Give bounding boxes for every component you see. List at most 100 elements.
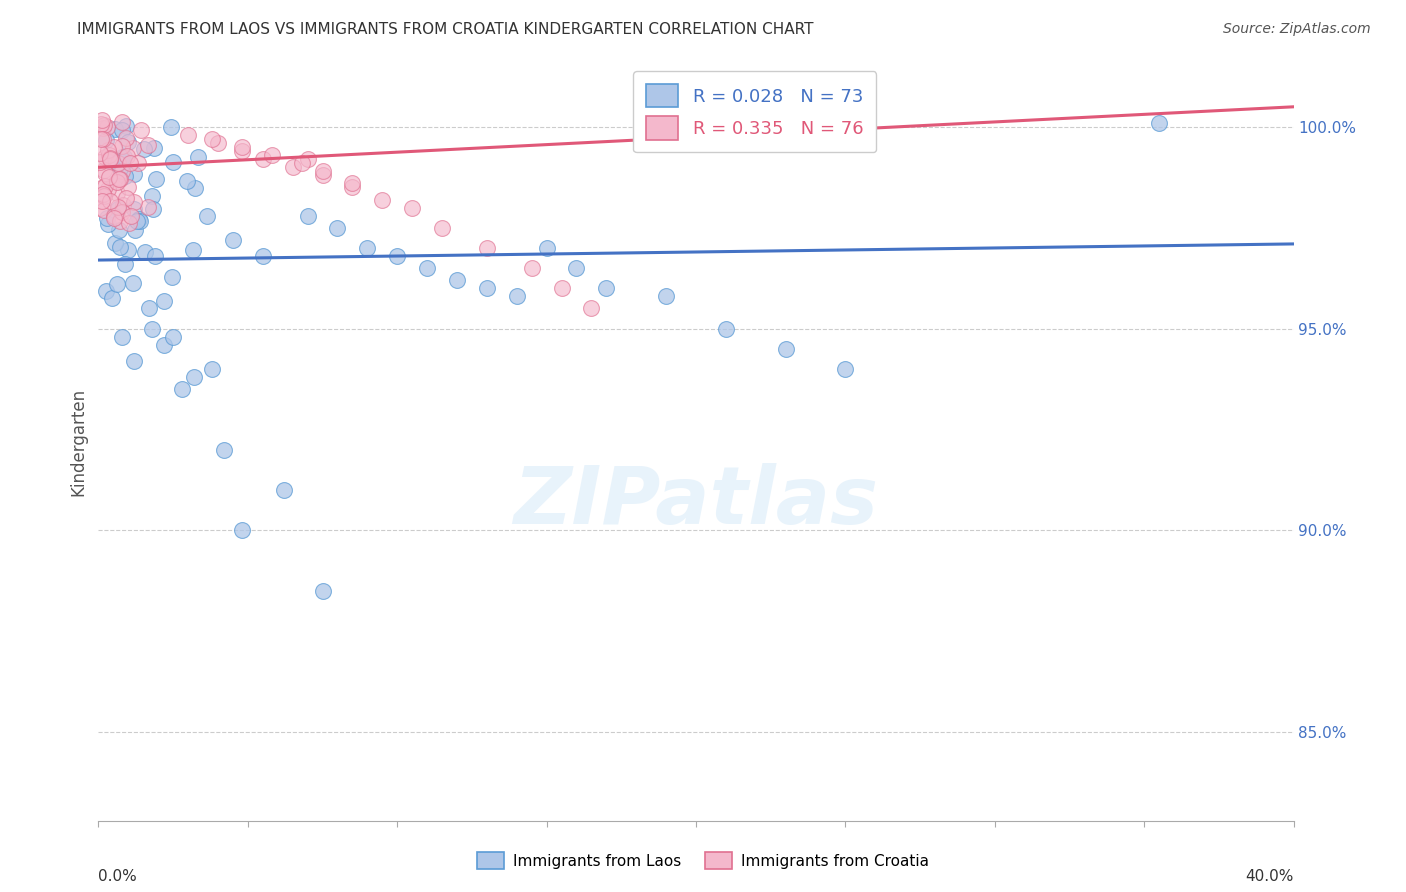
Point (159, 120, 181, 135)
Point (520, 261, 543, 276)
Point (834, 362, 856, 376)
Point (371, 193, 394, 207)
Point (118, 217, 141, 231)
Point (162, 329, 184, 343)
Legend: R = 0.028   N = 73, R = 0.335   N = 76: R = 0.028 N = 73, R = 0.335 N = 76 (633, 71, 876, 153)
Point (89, 155, 111, 169)
Point (134, 244, 156, 259)
Point (143, 141, 166, 155)
Point (252, 249, 274, 263)
Point (107, 202, 129, 217)
Point (550, 281, 572, 295)
Point (506, 289, 529, 303)
Point (138, 301, 160, 315)
Point (114, 169, 136, 184)
Point (125, 214, 148, 228)
Point (114, 257, 136, 271)
Point (775, 342, 797, 356)
Point (89, 201, 111, 215)
Point (141, 189, 163, 203)
Point (183, 370, 205, 384)
Point (108, 223, 131, 237)
Point (103, 211, 125, 225)
Point (93, 189, 115, 203)
Point (89, 146, 111, 161)
Point (183, 243, 205, 257)
Point (121, 276, 143, 290)
Point (475, 281, 498, 295)
Point (94, 133, 117, 147)
Point (124, 354, 146, 368)
Point (595, 281, 617, 295)
Point (273, 483, 295, 497)
Point (128, 213, 150, 227)
Point (97, 217, 120, 231)
Point (107, 156, 129, 170)
Point (97, 147, 120, 161)
Point (93, 118, 115, 132)
Point (143, 249, 166, 263)
Point (356, 241, 378, 255)
Point (184, 181, 207, 195)
Point (103, 236, 125, 251)
Point (342, 177, 364, 191)
Point (117, 243, 139, 257)
Point (91, 120, 114, 135)
Point (416, 261, 439, 276)
Point (153, 293, 176, 308)
Point (111, 329, 134, 343)
Point (91, 187, 114, 202)
Point (101, 292, 124, 306)
Point (145, 172, 167, 186)
Point (446, 273, 468, 287)
Point (117, 136, 139, 150)
Y-axis label: Kindergarten: Kindergarten (69, 387, 87, 496)
Point (98, 153, 121, 167)
Point (132, 142, 155, 156)
Point (297, 209, 319, 223)
Point (104, 122, 127, 136)
Point (127, 156, 149, 170)
Point (207, 136, 229, 150)
Point (291, 156, 314, 170)
Point (103, 209, 125, 223)
Point (93, 203, 115, 218)
Point (160, 270, 183, 285)
Point (212, 442, 235, 457)
Legend: Immigrants from Laos, Immigrants from Croatia: Immigrants from Laos, Immigrants from Cr… (471, 846, 935, 875)
Point (118, 156, 141, 170)
Text: IMMIGRANTS FROM LAOS VS IMMIGRANTS FROM CROATIA KINDERGARTEN CORRELATION CHART: IMMIGRANTS FROM LAOS VS IMMIGRANTS FROM … (77, 22, 814, 37)
Point (231, 140, 253, 154)
Point (281, 161, 304, 175)
Point (107, 200, 129, 214)
Point (122, 140, 145, 154)
Point (136, 137, 159, 152)
Point (112, 198, 135, 212)
Point (108, 171, 131, 186)
Point (104, 175, 127, 189)
Point (91, 113, 114, 128)
Point (297, 153, 319, 167)
Point (111, 139, 134, 153)
Point (252, 153, 274, 167)
Point (162, 154, 184, 169)
Point (201, 362, 224, 376)
Point (475, 241, 498, 255)
Point (111, 123, 134, 137)
Point (122, 195, 145, 210)
Text: 0.0%: 0.0% (98, 869, 138, 884)
Point (110, 164, 132, 178)
Point (91, 131, 114, 145)
Point (141, 321, 163, 335)
Point (311, 583, 333, 598)
Text: 40.0%: 40.0% (1246, 869, 1294, 884)
Point (94, 179, 117, 194)
Point (114, 119, 136, 133)
Point (430, 220, 453, 235)
Point (655, 289, 678, 303)
Point (98, 194, 121, 208)
Point (565, 261, 588, 276)
Point (326, 220, 349, 235)
Point (90, 132, 112, 146)
Point (112, 150, 135, 164)
